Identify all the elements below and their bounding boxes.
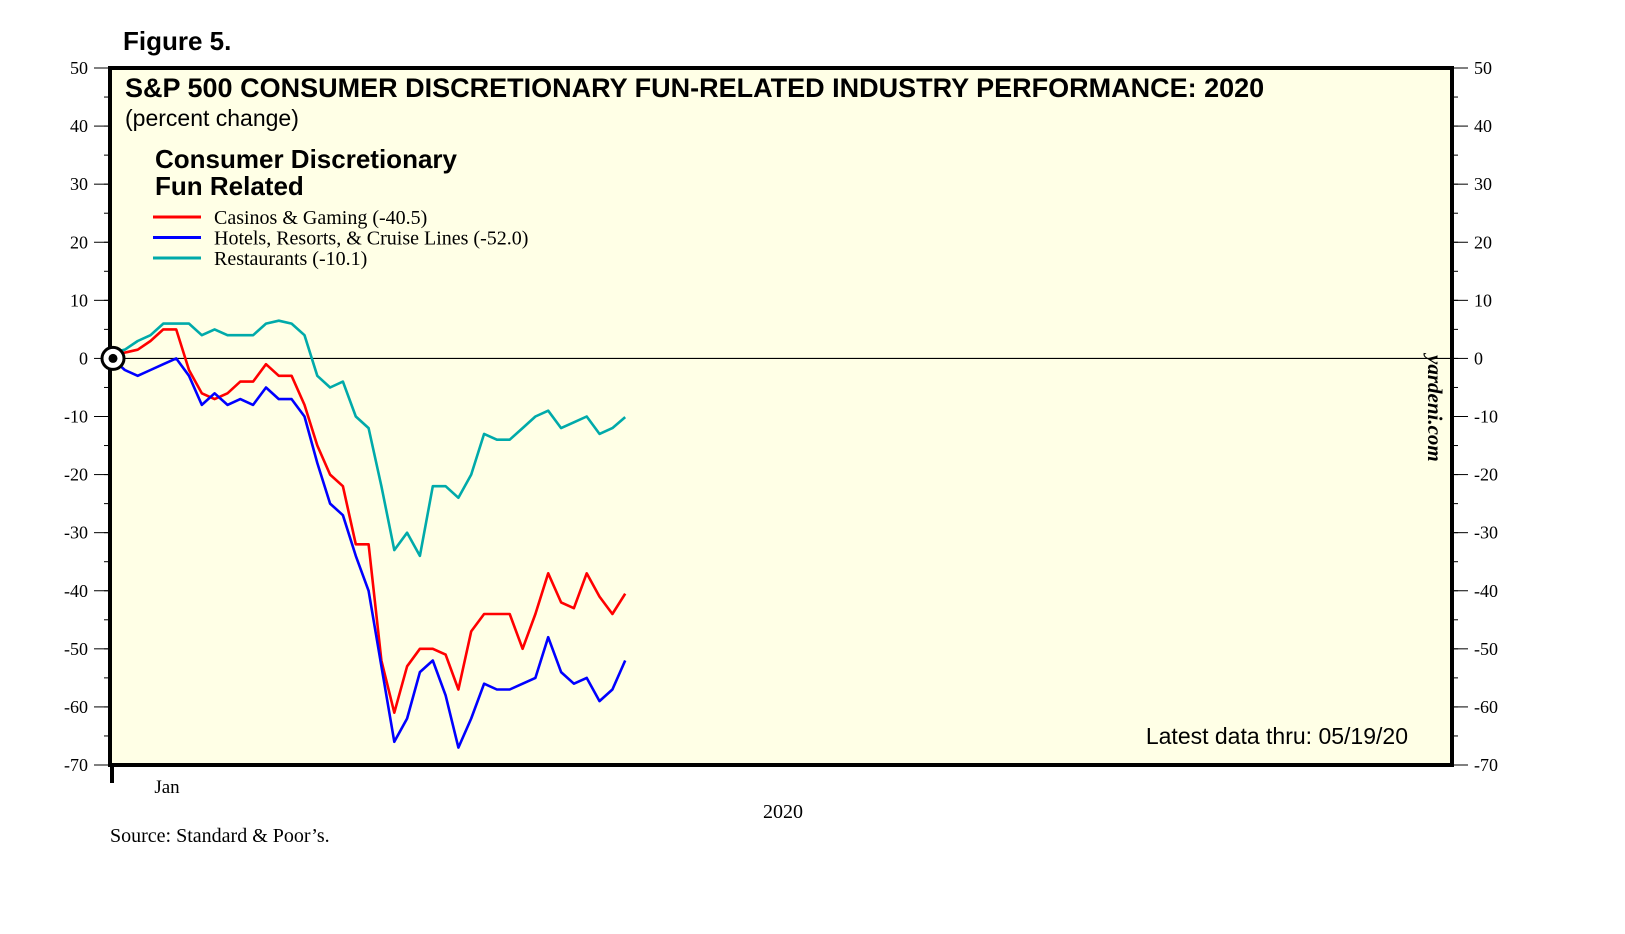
plot-frame (108, 66, 1454, 767)
y-tick-label-right: 10 (1474, 290, 1492, 310)
y-tick-label-left: -50 (64, 639, 88, 659)
y-tick-label-right: -10 (1474, 407, 1498, 427)
y-tick-label-left: 40 (70, 116, 88, 136)
chart-subtitle: (percent change) (125, 105, 299, 131)
y-tick-label-left: 10 (70, 290, 88, 310)
latest-data-note: Latest data thru: 05/19/20 (1146, 723, 1408, 749)
source-note: Source: Standard & Poor’s. (110, 825, 330, 847)
y-tick-label-right: 50 (1474, 58, 1492, 78)
series-line-2 (111, 319, 627, 558)
y-tick-label-right: -30 (1474, 523, 1498, 543)
y-tick-label-left: -10 (64, 407, 88, 427)
y-tick-label-right: 0 (1474, 348, 1483, 368)
legend: Casinos & Gaming (-40.5)Hotels, Resorts,… (153, 207, 528, 270)
x-axis-label: 2020 (763, 801, 803, 823)
origin-marker (100, 345, 126, 371)
y-tick-label-right: 40 (1474, 116, 1492, 136)
figure-label: Figure 5. (123, 26, 231, 56)
legend-label: Casinos & Gaming (-40.5) (214, 207, 427, 229)
y-tick-label-left: 0 (79, 348, 88, 368)
series-line-0 (111, 328, 627, 715)
y-tick-label-left: 20 (70, 232, 88, 252)
legend-heading-1: Consumer Discretionary (155, 144, 458, 174)
y-tick-label-left: 30 (70, 174, 88, 194)
y-tick-label-right: -70 (1474, 755, 1498, 775)
y-tick-label-right: -60 (1474, 697, 1498, 717)
watermark: yardeni.com (1423, 352, 1447, 462)
chart-title: S&P 500 CONSUMER DISCRETIONARY FUN-RELAT… (125, 73, 1264, 103)
y-tick-label-right: 20 (1474, 232, 1492, 252)
series-line-1 (111, 357, 627, 749)
y-tick-label-right: -40 (1474, 581, 1498, 601)
legend-label: Restaurants (-10.1) (214, 248, 367, 270)
y-tick-label-left: -40 (64, 581, 88, 601)
plot-background (110, 68, 1452, 765)
legend-label: Hotels, Resorts, & Cruise Lines (-52.0) (214, 228, 528, 250)
y-tick-label-left: -60 (64, 697, 88, 717)
y-tick-label-left: -20 (64, 465, 88, 485)
series-lines (111, 319, 627, 749)
y-tick-label-right: 30 (1474, 174, 1492, 194)
y-tick-label-right: -20 (1474, 465, 1498, 485)
y-tick-label-left: -70 (64, 755, 88, 775)
legend-heading-2: Fun Related (155, 171, 304, 201)
y-tick-label-left: -30 (64, 523, 88, 543)
x-tick-label: Jan (154, 777, 180, 798)
axis-ticks: 50 50 40 40 30 30 20 20 10 10 0 0 -10 -10 -20 -20 -30 -30… (64, 58, 1498, 798)
y-tick-label-right: -50 (1474, 639, 1498, 659)
y-tick-label-left: 50 (70, 58, 88, 78)
